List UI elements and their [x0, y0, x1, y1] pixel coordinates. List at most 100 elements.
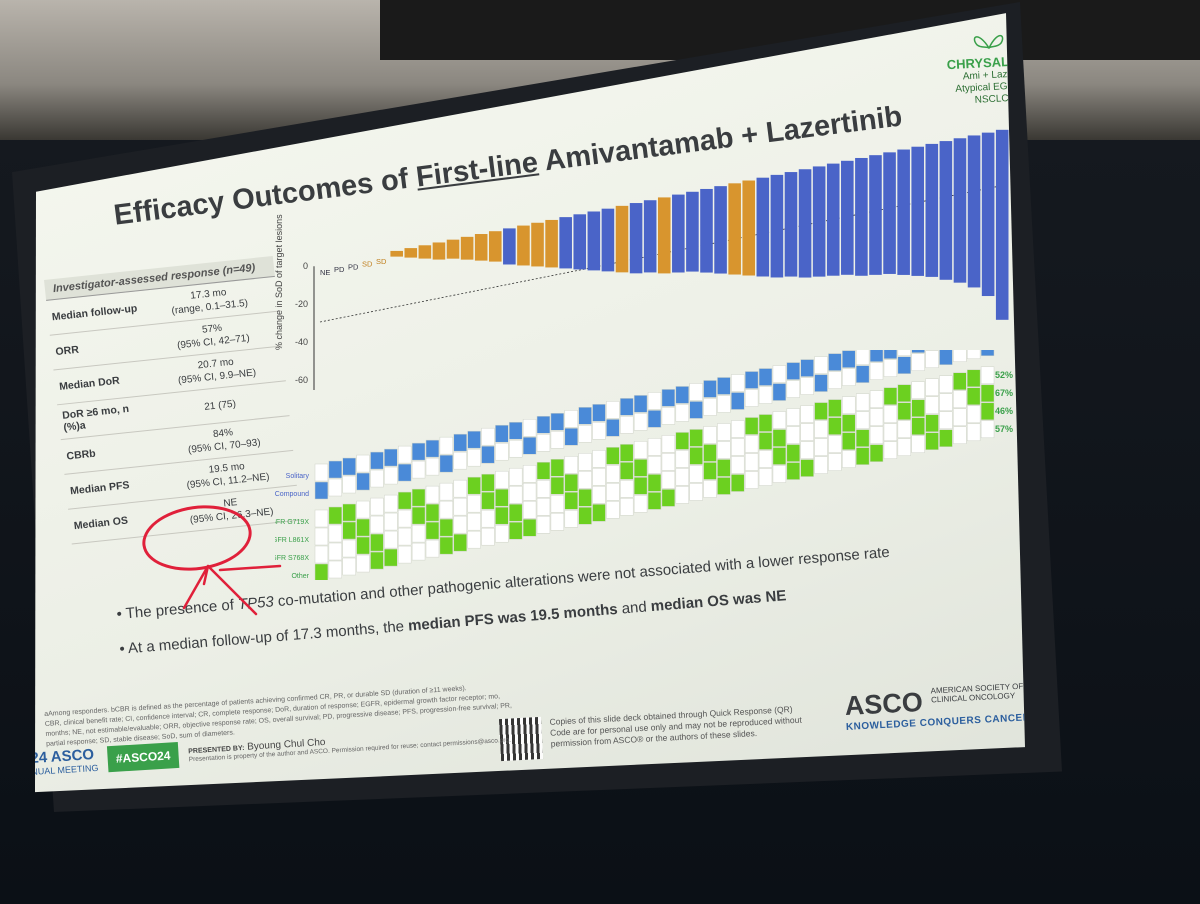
heatmap-cell — [911, 381, 925, 399]
heatmap-cell — [814, 374, 828, 392]
heatmap-cell — [356, 500, 370, 519]
heatmap-cell — [689, 383, 703, 401]
heatmap-cell — [966, 405, 981, 424]
heatmap-cell — [717, 395, 731, 413]
heatmap-cell — [522, 482, 537, 501]
heatmap-cell — [744, 417, 759, 435]
heatmap-cell — [731, 438, 745, 456]
heatmap-cell — [439, 536, 454, 555]
heatmap-cell — [314, 545, 329, 564]
heatmap-cell — [342, 503, 356, 522]
heatmap-cell — [772, 365, 787, 383]
chrysalis-logo: CHRYSALIS-2 Ami + Laz in Atypical EGFR+ … — [933, 25, 1025, 109]
asco-mark: ASCO — [844, 686, 924, 721]
orr-value: 47% — [995, 350, 1013, 352]
heatmap-cell — [550, 413, 565, 431]
heatmap-cell — [398, 509, 412, 528]
heatmap-cell — [800, 405, 814, 423]
heatmap-cell — [675, 450, 689, 468]
heatmap-cell — [592, 422, 606, 440]
heatmap-cell — [328, 460, 343, 479]
y-tick-label: -40 — [295, 337, 308, 347]
heatmap-cell — [509, 467, 523, 486]
heatmap-cell — [536, 516, 551, 534]
heatmap-cell — [786, 462, 800, 480]
heatmap-cell — [564, 474, 578, 492]
waterfall-bar — [404, 248, 418, 258]
heatmap-cell — [703, 426, 717, 444]
waterfall-bar — [488, 231, 502, 262]
heatmap-cell — [661, 453, 676, 471]
heatmap-cell — [744, 471, 759, 489]
heatmap-cell — [980, 420, 995, 439]
heatmap-cell — [966, 369, 981, 388]
heatmap-cell — [828, 417, 842, 435]
heatmap-cell — [439, 500, 454, 519]
heatmap-cell — [675, 386, 689, 404]
waterfall-bar — [460, 236, 474, 260]
heatmap-cell — [467, 448, 481, 467]
orr-value: 52% — [995, 370, 1013, 380]
heatmap-cell — [592, 504, 606, 522]
bullet-text: and — [616, 598, 652, 618]
heatmap-cell — [578, 407, 592, 425]
heatmap-cell — [522, 518, 537, 537]
heatmap-cell — [786, 444, 800, 462]
waterfall-bar — [672, 194, 685, 273]
heatmap-cell — [592, 450, 606, 468]
waterfall-bar — [897, 149, 910, 275]
heatmap-cell — [398, 445, 412, 464]
waterfall-bar — [700, 188, 713, 273]
waterfall-bar — [981, 132, 995, 297]
heatmap-cell — [661, 489, 676, 507]
waterfall-bar — [559, 217, 572, 269]
heatmap-cell — [398, 545, 412, 564]
heatmap-cell — [342, 539, 356, 558]
heatmap-cell — [495, 424, 509, 443]
heatmap-cell — [411, 542, 426, 561]
heatmap-cell — [384, 448, 398, 467]
heatmap-cell — [384, 548, 398, 567]
heatmap-cell — [925, 396, 939, 414]
heatmap-cell — [550, 513, 565, 531]
heatmap-cell — [897, 384, 911, 402]
heatmap-cell — [509, 503, 523, 522]
heatmap-cell — [453, 533, 467, 552]
heatmap-cell — [911, 399, 925, 417]
heatmap-cell — [842, 396, 856, 414]
waterfall-bar — [587, 211, 601, 271]
heatmap-cell — [606, 419, 620, 437]
waterfall-bar — [503, 228, 516, 265]
heatmap-cell — [384, 466, 398, 485]
heatmap-cell — [869, 408, 884, 426]
response-table: Investigator-assessed response (n=49) Me… — [44, 255, 301, 545]
heatmap-row-label: Other — [291, 573, 309, 580]
heatmap-cell — [536, 434, 551, 452]
heatmap-cell — [522, 418, 537, 437]
heatmap-cell — [398, 463, 412, 482]
heatmap-cell — [661, 389, 676, 407]
heatmap-cell — [314, 481, 329, 500]
butterfly-icon — [973, 34, 1004, 50]
heatmap-cell — [883, 359, 898, 377]
heatmap-cell — [550, 495, 565, 513]
heatmap-cell — [633, 495, 648, 513]
projected-slide: Efficacy Outcomes of First-line Amivanta… — [35, 13, 1025, 793]
heatmap-cell — [481, 527, 495, 546]
heatmap-cell — [980, 350, 995, 357]
heatmap-cell — [814, 402, 828, 420]
heatmap-cell — [758, 450, 773, 468]
waterfall-bar — [573, 214, 587, 270]
table-row-label: Median DoR — [58, 374, 121, 393]
heatmap-cell — [897, 350, 911, 356]
heatmap-cell — [883, 350, 898, 359]
heatmap-cell — [411, 460, 426, 479]
table-row-label: Median follow-up — [51, 302, 138, 324]
heatmap-cell — [564, 456, 578, 474]
waterfall-bar — [418, 245, 432, 259]
heatmap-cell — [883, 423, 898, 441]
heatmap-cell — [522, 436, 537, 455]
heatmap-cell — [495, 506, 509, 525]
heatmap-cell — [620, 398, 634, 416]
waterfall-bar — [545, 219, 558, 268]
